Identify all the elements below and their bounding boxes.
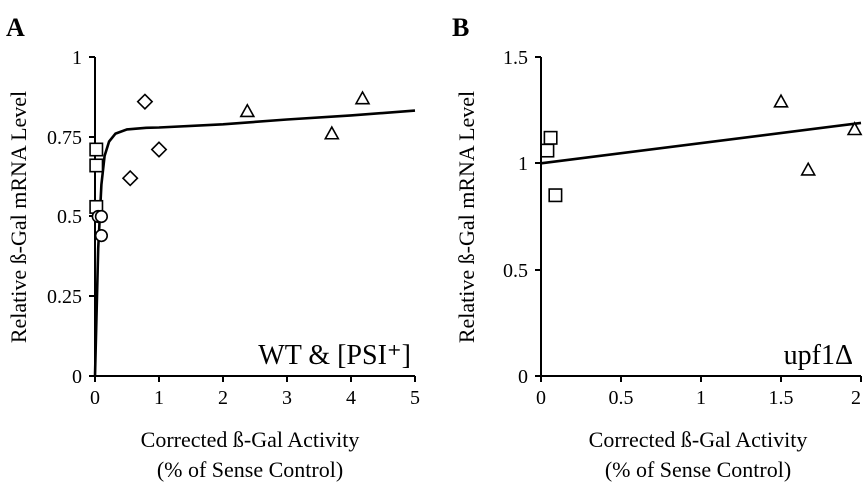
panel-b-y-tick-label: 1.5 [503, 47, 528, 69]
panel-b-x-tick-label: 0 [536, 387, 546, 409]
panel-a-x-tick-label: 3 [282, 387, 292, 409]
panel-b-x-axis-label-2: (% of Sense Control) [605, 457, 791, 482]
panel-a-x-tick-label: 0 [90, 387, 100, 409]
panel-b: B Relative ß-Gal mRNA Level 1.5 1 0.5 0 … [452, 13, 861, 482]
panel-a-y-tick-label: 0.25 [47, 286, 82, 308]
panel-a-y-tick-label: 0.5 [57, 206, 82, 228]
panel-b-x-tick-label: 0.5 [609, 387, 634, 409]
panel-a-square-point [90, 143, 102, 155]
panel-b-letter: B [452, 13, 469, 42]
panel-b-x-axis-label: Corrected ß-Gal Activity [589, 427, 808, 452]
panel-a-annotation: WT & [PSI⁺] [258, 340, 411, 371]
panel-a-triangle-point [241, 105, 254, 117]
panel-b-square-point [549, 189, 561, 201]
panel-a-x-axis-label-2: (% of Sense Control) [157, 457, 343, 482]
panel-a-square-point [90, 159, 102, 171]
panel-b-y-axis-label: Relative ß-Gal mRNA Level [454, 91, 479, 343]
panel-a-triangle-point [356, 92, 369, 104]
panel-a-marks [90, 92, 415, 376]
panel-a-y-tick-label: 1 [72, 47, 82, 69]
panel-a-x-axis-label: Corrected ß-Gal Activity [141, 427, 360, 452]
panel-b-square-point [541, 144, 553, 156]
panel-b-fit-line [541, 123, 861, 163]
panel-b-y-tick-label: 0.5 [503, 260, 528, 282]
panel-b-x-tick-label: 1 [696, 387, 706, 409]
panel-a-fit-line [95, 111, 415, 376]
panel-a-diamond-point [138, 94, 152, 108]
panel-b-y-ticks: 1.5 1 0.5 0 [503, 47, 541, 388]
panel-b-y-tick-label: 1 [518, 153, 528, 175]
panel-a-y-tick-label: 0.75 [47, 127, 82, 149]
panel-a-diamond-point [123, 171, 137, 185]
panel-b-x-tick-label: 1.5 [769, 387, 794, 409]
panel-b-annotation: upf1Δ [784, 340, 853, 371]
panel-a-x-tick-label: 4 [346, 387, 356, 409]
panel-a-x-ticks: 0 1 2 3 4 5 [90, 376, 420, 409]
panel-a-x-tick-label: 2 [218, 387, 228, 409]
panel-a-circle-point [96, 230, 108, 242]
panel-a-diamond-point [152, 142, 166, 156]
panel-a-x-tick-label: 1 [154, 387, 164, 409]
panel-a-y-ticks: 1 0.75 0.5 0.25 0 [47, 47, 95, 388]
panel-a-letter: A [6, 13, 25, 42]
panel-b-square-point [544, 132, 556, 144]
panel-a-triangle-point [325, 127, 338, 139]
panel-a-y-tick-label: 0 [72, 366, 82, 388]
panel-b-triangle-point [802, 163, 815, 175]
panel-a: A Relative ß-Gal mRNA Level 1 0.75 0.5 0… [6, 13, 420, 482]
panel-a-x-tick-label: 5 [410, 387, 420, 409]
panel-a-circle-point [96, 211, 108, 223]
panel-b-marks [541, 95, 861, 201]
panel-b-triangle-point [775, 95, 788, 107]
panel-b-y-tick-label: 0 [518, 366, 528, 388]
panel-b-x-tick-label: 2 [851, 387, 861, 409]
panel-b-x-ticks: 0 0.5 1 1.5 2 [536, 376, 861, 409]
panel-a-y-axis-label: Relative ß-Gal mRNA Level [6, 91, 31, 343]
